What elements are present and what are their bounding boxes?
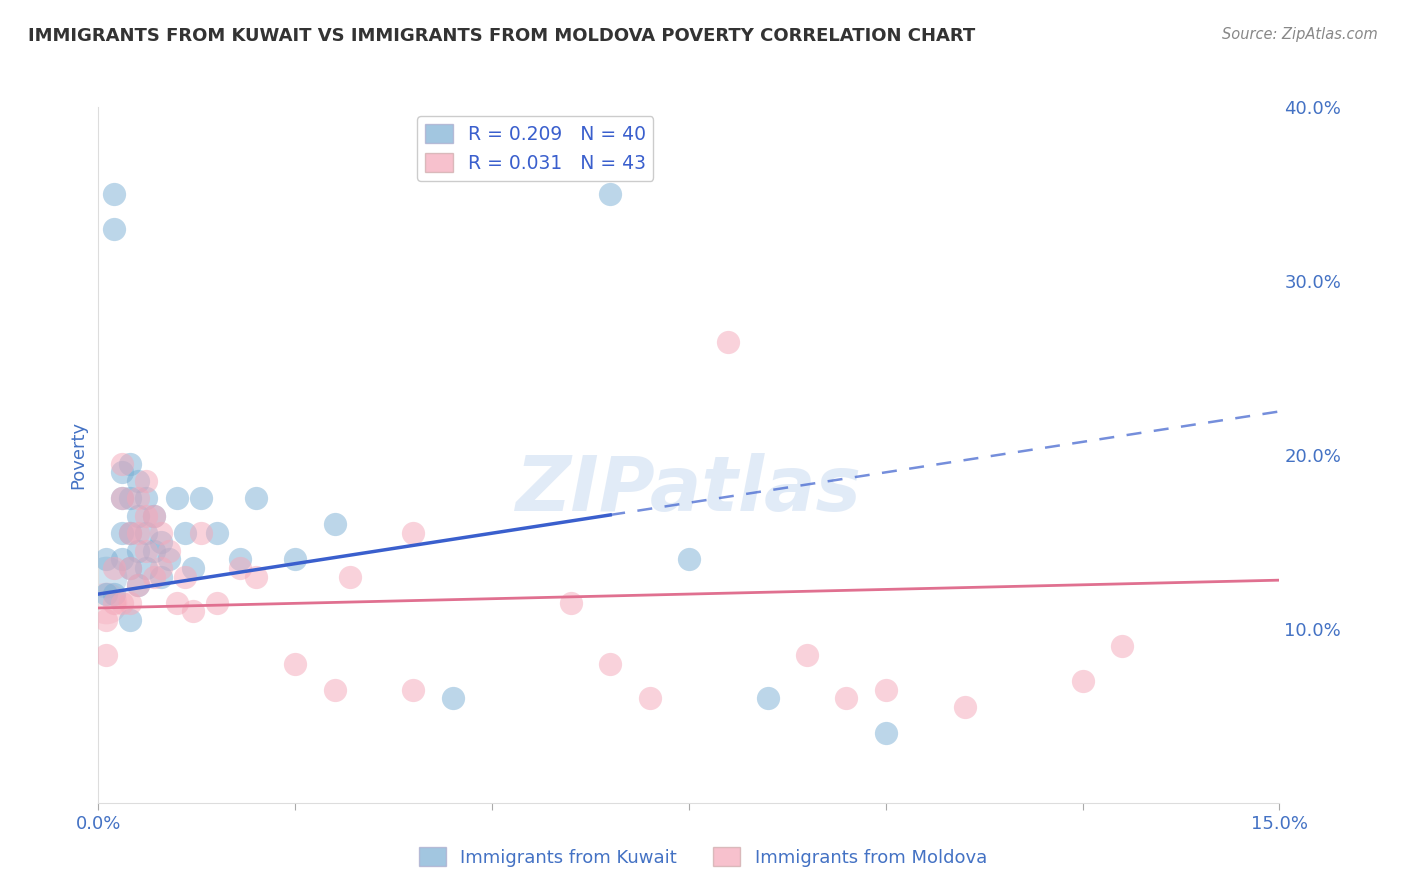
- Point: [835, 691, 858, 706]
- Point: [135, 508, 157, 523]
- Point: [135, 526, 157, 541]
- Point: [111, 526, 134, 541]
- Point: [181, 561, 204, 575]
- Point: [229, 561, 252, 575]
- Point: [127, 543, 149, 558]
- Point: [756, 691, 779, 706]
- Point: [953, 700, 976, 714]
- Point: [118, 526, 141, 541]
- Point: [402, 526, 425, 541]
- Point: [229, 552, 252, 566]
- Point: [599, 187, 621, 202]
- Point: [174, 526, 197, 541]
- Point: [190, 526, 212, 541]
- Point: [166, 491, 188, 506]
- Point: [142, 508, 165, 523]
- Point: [111, 491, 134, 506]
- Point: [441, 691, 464, 706]
- Point: [205, 596, 228, 610]
- Point: [339, 570, 361, 584]
- Point: [245, 570, 267, 584]
- Point: [111, 466, 134, 480]
- Point: [323, 517, 346, 532]
- Point: [118, 561, 141, 575]
- Point: [111, 596, 134, 610]
- Point: [127, 578, 149, 592]
- Point: [135, 474, 157, 488]
- Text: IMMIGRANTS FROM KUWAIT VS IMMIGRANTS FROM MOLDOVA POVERTY CORRELATION CHART: IMMIGRANTS FROM KUWAIT VS IMMIGRANTS FRO…: [28, 27, 976, 45]
- Point: [127, 508, 149, 523]
- Point: [118, 561, 141, 575]
- Point: [96, 552, 118, 566]
- Point: [323, 682, 346, 697]
- Point: [402, 682, 425, 697]
- Point: [118, 613, 141, 627]
- Point: [142, 508, 165, 523]
- Point: [717, 334, 740, 349]
- Point: [190, 491, 212, 506]
- Point: [560, 596, 582, 610]
- Point: [678, 552, 700, 566]
- Point: [245, 491, 267, 506]
- Point: [103, 561, 125, 575]
- Point: [205, 526, 228, 541]
- Point: [150, 534, 173, 549]
- Point: [875, 726, 897, 740]
- Point: [1071, 674, 1094, 689]
- Point: [284, 657, 307, 671]
- Point: [103, 221, 125, 235]
- Point: [96, 613, 118, 627]
- Point: [157, 552, 180, 566]
- Point: [142, 543, 165, 558]
- Point: [166, 596, 188, 610]
- Point: [111, 491, 134, 506]
- Point: [118, 491, 141, 506]
- Point: [111, 457, 134, 471]
- Point: [103, 187, 125, 202]
- Point: [135, 491, 157, 506]
- Point: [127, 491, 149, 506]
- Point: [96, 596, 118, 610]
- Point: [103, 587, 125, 601]
- Point: [150, 526, 173, 541]
- Point: [135, 561, 157, 575]
- Point: [157, 543, 180, 558]
- Point: [135, 543, 157, 558]
- Point: [174, 570, 197, 584]
- Point: [127, 474, 149, 488]
- Point: [150, 561, 173, 575]
- Point: [142, 570, 165, 584]
- Point: [127, 578, 149, 592]
- Point: [96, 648, 118, 662]
- Point: [96, 570, 118, 584]
- Point: [118, 526, 141, 541]
- Point: [796, 648, 818, 662]
- Text: Source: ZipAtlas.com: Source: ZipAtlas.com: [1222, 27, 1378, 42]
- Point: [284, 552, 307, 566]
- Point: [181, 605, 204, 619]
- Point: [111, 552, 134, 566]
- Point: [638, 691, 661, 706]
- Point: [150, 570, 173, 584]
- Y-axis label: Poverty: Poverty: [69, 421, 87, 489]
- Point: [118, 457, 141, 471]
- Point: [118, 596, 141, 610]
- Text: ZIPatlas: ZIPatlas: [516, 453, 862, 526]
- Point: [96, 587, 118, 601]
- Legend: R = 0.209   N = 40, R = 0.031   N = 43: R = 0.209 N = 40, R = 0.031 N = 43: [418, 117, 654, 181]
- Point: [1111, 639, 1133, 653]
- Point: [103, 596, 125, 610]
- Point: [875, 682, 897, 697]
- Point: [127, 526, 149, 541]
- Point: [599, 657, 621, 671]
- Legend: Immigrants from Kuwait, Immigrants from Moldova: Immigrants from Kuwait, Immigrants from …: [412, 840, 994, 874]
